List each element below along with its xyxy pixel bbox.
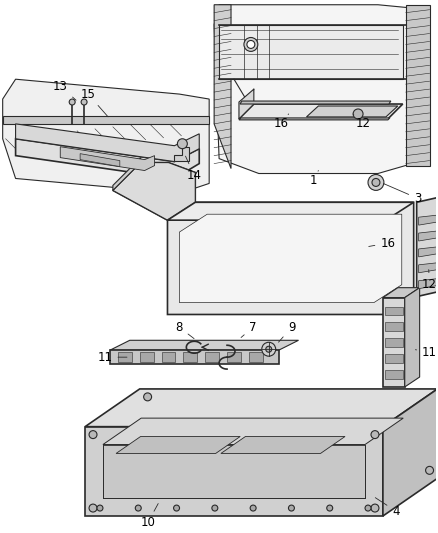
Bar <box>162 352 176 362</box>
Polygon shape <box>214 5 430 174</box>
Polygon shape <box>219 25 403 79</box>
Bar <box>385 370 403 379</box>
Polygon shape <box>85 389 438 426</box>
Bar <box>385 354 403 363</box>
Bar <box>205 352 219 362</box>
Circle shape <box>144 393 152 401</box>
Polygon shape <box>221 437 345 454</box>
Text: 16: 16 <box>369 237 396 249</box>
Polygon shape <box>103 445 365 498</box>
Text: 10: 10 <box>140 504 158 529</box>
Bar <box>385 306 403 316</box>
Circle shape <box>327 505 333 511</box>
Circle shape <box>247 41 255 49</box>
Bar <box>385 338 403 347</box>
Polygon shape <box>383 297 405 387</box>
Circle shape <box>262 342 276 356</box>
Polygon shape <box>167 203 413 220</box>
Polygon shape <box>239 104 403 119</box>
Circle shape <box>289 505 294 511</box>
Circle shape <box>250 505 256 511</box>
Text: 15: 15 <box>81 87 108 117</box>
Polygon shape <box>240 101 391 104</box>
Polygon shape <box>16 139 199 179</box>
Circle shape <box>266 346 272 352</box>
Polygon shape <box>383 288 420 297</box>
Polygon shape <box>419 279 437 289</box>
Text: 12: 12 <box>422 270 437 291</box>
Polygon shape <box>80 154 120 166</box>
Polygon shape <box>110 350 279 364</box>
Circle shape <box>81 99 87 105</box>
Polygon shape <box>419 263 437 273</box>
Bar <box>227 352 241 362</box>
Circle shape <box>365 505 371 511</box>
Polygon shape <box>417 197 438 296</box>
Polygon shape <box>239 118 390 120</box>
Text: 16: 16 <box>274 114 289 131</box>
Polygon shape <box>113 163 195 220</box>
Text: 4: 4 <box>375 498 399 518</box>
Polygon shape <box>307 106 398 117</box>
Circle shape <box>173 505 180 511</box>
Polygon shape <box>3 79 209 193</box>
Polygon shape <box>180 214 402 303</box>
Text: 1: 1 <box>310 171 318 187</box>
Polygon shape <box>3 116 209 124</box>
Circle shape <box>368 174 384 190</box>
Polygon shape <box>110 340 299 350</box>
Polygon shape <box>113 158 141 190</box>
Polygon shape <box>419 231 437 241</box>
Polygon shape <box>113 163 413 314</box>
Polygon shape <box>116 437 240 454</box>
Text: 9: 9 <box>279 321 295 342</box>
Polygon shape <box>383 389 438 516</box>
Polygon shape <box>419 247 437 257</box>
Polygon shape <box>239 89 254 119</box>
Bar <box>385 322 403 332</box>
Polygon shape <box>174 147 189 160</box>
Circle shape <box>372 179 380 187</box>
Polygon shape <box>60 147 155 171</box>
Text: 13: 13 <box>53 79 76 100</box>
Bar <box>249 352 263 362</box>
Text: 14: 14 <box>186 156 202 182</box>
Circle shape <box>212 505 218 511</box>
Circle shape <box>135 505 141 511</box>
Text: 8: 8 <box>176 321 194 338</box>
Circle shape <box>97 505 103 511</box>
Text: 7: 7 <box>241 321 257 337</box>
Text: 3: 3 <box>383 183 421 205</box>
Text: 11: 11 <box>415 346 437 359</box>
Circle shape <box>89 504 97 512</box>
Polygon shape <box>405 288 420 387</box>
Bar <box>184 352 197 362</box>
Polygon shape <box>103 418 403 445</box>
Polygon shape <box>85 426 383 516</box>
Text: 11: 11 <box>97 351 127 364</box>
Text: 12: 12 <box>353 114 371 131</box>
Bar <box>118 352 132 362</box>
Polygon shape <box>16 124 199 161</box>
Circle shape <box>244 37 258 51</box>
Polygon shape <box>419 215 437 225</box>
Bar <box>140 352 154 362</box>
Circle shape <box>426 466 434 474</box>
Circle shape <box>89 431 97 439</box>
Polygon shape <box>406 5 430 166</box>
Circle shape <box>353 109 363 119</box>
Circle shape <box>371 504 379 512</box>
Circle shape <box>69 99 75 105</box>
Circle shape <box>371 431 379 439</box>
Circle shape <box>177 139 187 149</box>
Polygon shape <box>214 5 231 168</box>
